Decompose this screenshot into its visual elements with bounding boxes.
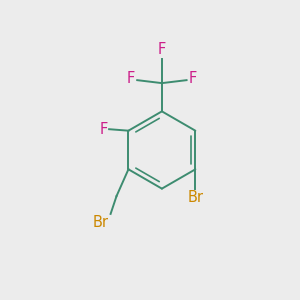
Text: F: F — [99, 122, 108, 137]
Text: F: F — [158, 42, 166, 57]
Text: F: F — [189, 71, 197, 86]
Text: F: F — [127, 71, 135, 86]
Text: Br: Br — [188, 190, 203, 205]
Text: Br: Br — [93, 215, 109, 230]
